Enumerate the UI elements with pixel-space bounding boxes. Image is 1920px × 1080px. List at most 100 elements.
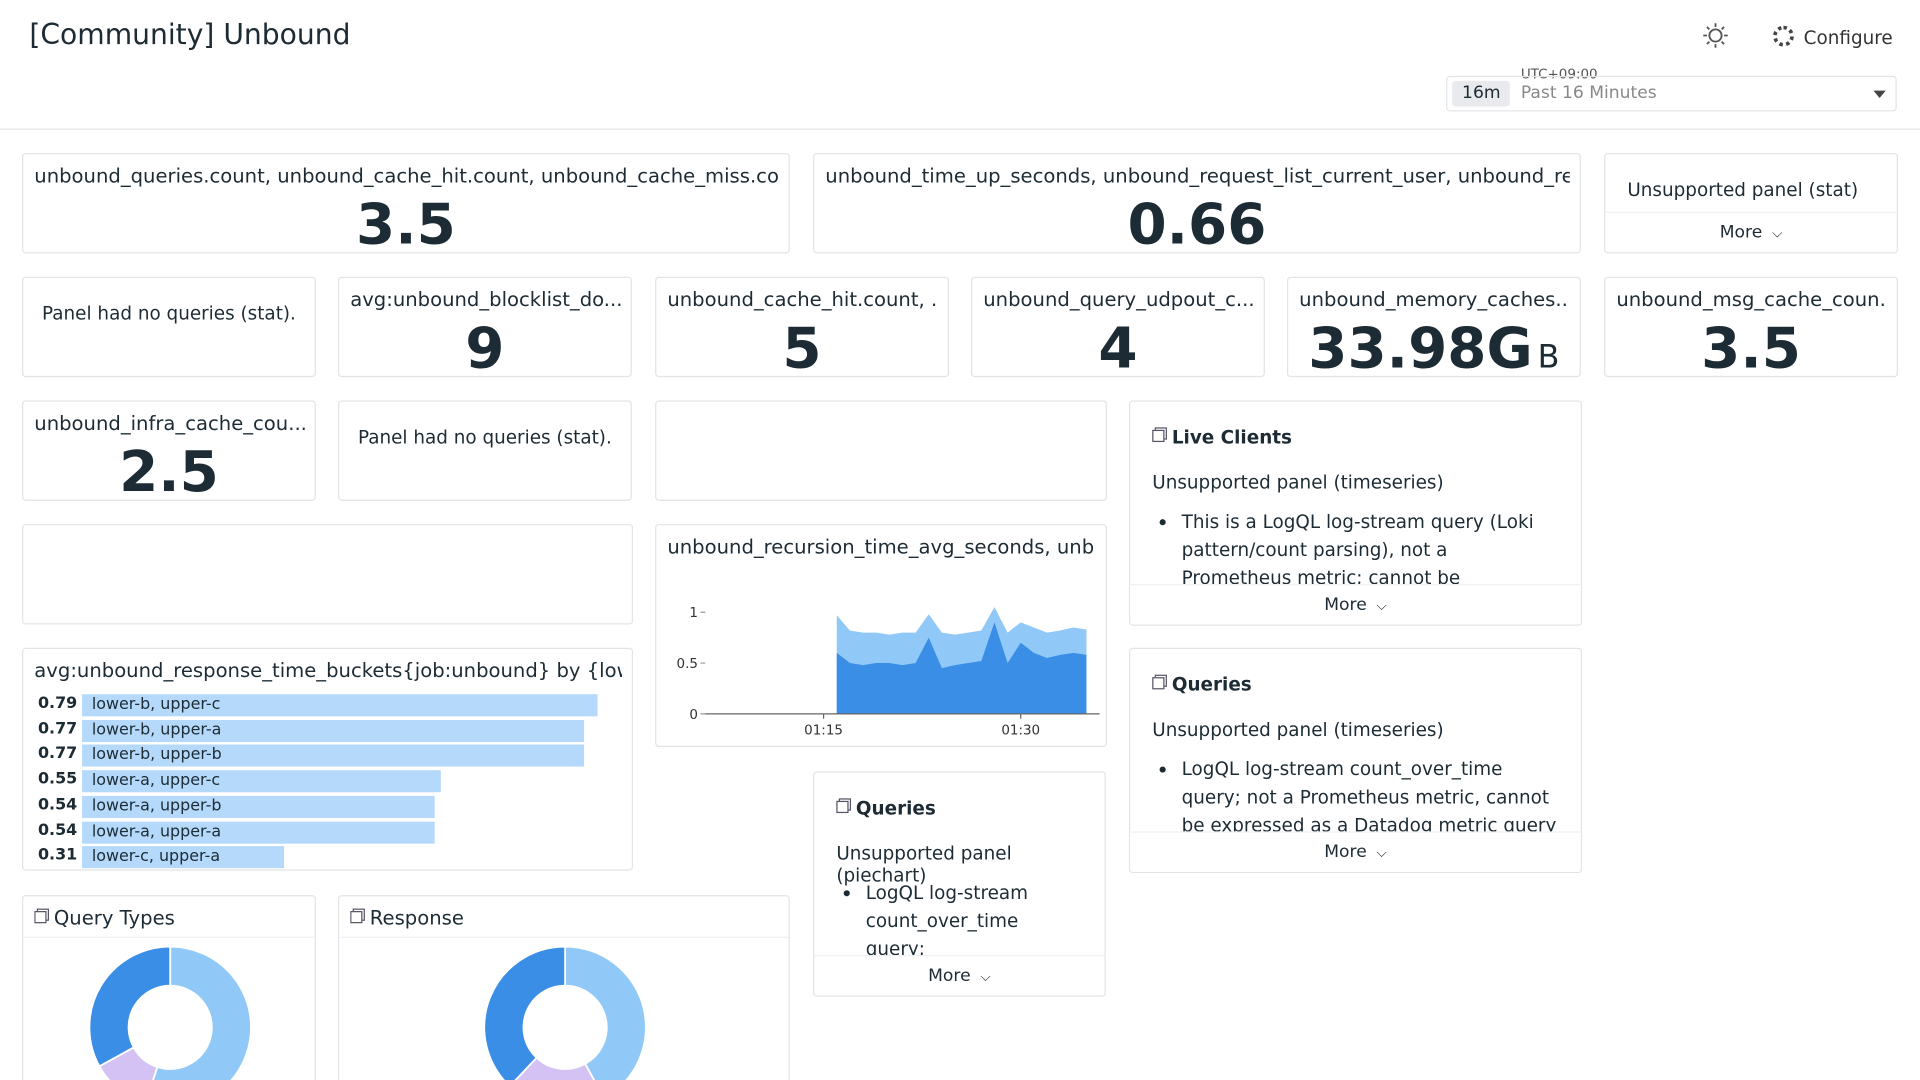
stat-value: 9 (339, 315, 630, 376)
header: [Community] Unbound Configure UTC+09:00 … (0, 0, 1920, 130)
bar-label: lower-a, upper-c (91, 771, 221, 790)
divider (339, 936, 789, 938)
panel-title: unbound_query_udpout_c... (983, 287, 1254, 312)
stat-number: 3.5 (1701, 314, 1801, 378)
stat-value: 3.5 (1605, 314, 1896, 378)
panel-title-text: Queries (855, 797, 936, 820)
pie-chart (88, 945, 252, 1080)
bar-value: 0.31 (37, 846, 78, 865)
panel: unbound_recursion_time_avg_seconds, unb.… (655, 524, 1107, 747)
panel: Panel had no queries (stat). (337, 400, 632, 501)
configure-button[interactable]: Configure (1773, 25, 1893, 49)
panel-title-text: Live Clients (1171, 426, 1292, 449)
bar-value: 0.54 (37, 795, 78, 815)
panel: unbound_memory_caches... 33.98G B (1286, 276, 1581, 378)
y-tick-label: 0 (689, 708, 698, 723)
panel (22, 524, 634, 625)
more-label: More (928, 966, 971, 986)
more-label: More (1324, 842, 1367, 863)
stat-value: 3.5 (23, 191, 788, 254)
bar-value: 0.77 (37, 719, 78, 738)
bar (82, 846, 285, 869)
panel-title: Queries (1152, 673, 1252, 696)
panel: avg:unbound_response_time_buckets{job:un… (22, 647, 634, 871)
timeseries-chart: 0 0.5 1 01:15 01:30 (677, 606, 1100, 739)
pie-slice (514, 1056, 596, 1080)
pie-slice (88, 945, 172, 1068)
bar-label: lower-c, upper-a (91, 847, 221, 866)
panel-title: unbound_queries.count, unbound_cache_hit… (34, 164, 779, 188)
panel-title: avg:unbound_response_time_buckets{job:un… (34, 658, 623, 683)
panel-subtitle: Unsupported panel (timeseries) (1152, 471, 1444, 494)
panel: Query Types (22, 895, 316, 1080)
stat-number: 2.5 (119, 438, 219, 501)
bar (82, 770, 441, 793)
timezone: UTC+09:00 (1520, 66, 1598, 83)
pie-slice (152, 945, 252, 1080)
bar-label: lower-b, upper-a (91, 720, 222, 740)
bar-label: lower-b, upper-c (91, 695, 221, 714)
bar-label: lower-a, upper-b (91, 796, 222, 816)
stat-value: 33.98G B (1288, 315, 1579, 376)
bar-value: 0.55 (37, 770, 78, 789)
panel-title: unbound_memory_caches... (1299, 287, 1570, 312)
stat-unit: B (1537, 339, 1560, 376)
panel: unbound_infra_cache_cou... 2.5 (22, 400, 316, 501)
panel-note: Panel had no queries (stat). (357, 426, 612, 449)
bar (82, 719, 585, 742)
panel: unbound_queries.count, unbound_cache_hit… (22, 153, 790, 254)
range-chip: 16m (1452, 80, 1511, 107)
panel-note: Unsupported panel (stat) (1627, 178, 1859, 201)
bar (82, 821, 435, 844)
x-tick-label: 01:15 (804, 724, 843, 739)
dropdown-arrow (1873, 90, 1886, 98)
panel-bullet: LogQL log-stream count_over_time query; … (1159, 756, 1556, 840)
x-tick-label: 01:30 (1001, 724, 1040, 739)
pie-slice (564, 945, 647, 1080)
theme-toggle[interactable] (1701, 21, 1730, 50)
divider (23, 936, 315, 938)
panel: unbound_cache_hit.count, ... 5 (655, 276, 949, 378)
y-tick-label: 1 (689, 606, 698, 621)
y-tick-label: 0.5 (677, 657, 698, 672)
panel-title: Response (350, 906, 779, 929)
panel (655, 400, 1107, 501)
gear-icon (1773, 25, 1794, 47)
panel-title: Query Types (34, 906, 305, 929)
bar-label: lower-b, upper-b (91, 746, 222, 765)
time-picker[interactable]: 16m Past 16 Minutes (1446, 75, 1897, 112)
stat-number: 0.66 (1127, 191, 1267, 254)
range-label: Past 16 Minutes (1520, 83, 1657, 103)
chevron: ⌵ (1772, 225, 1783, 242)
panel-title-text: Queries (1171, 673, 1252, 696)
more-button[interactable]: More ⌵ (1130, 831, 1581, 872)
area (836, 622, 1087, 714)
stat-number: 3.5 (356, 191, 456, 254)
stat-number: 4 (1098, 314, 1138, 378)
panel: unbound_time_up_seconds, unbound_request… (813, 153, 1581, 254)
panel-title: avg:unbound_blocklist_do... (350, 287, 621, 312)
more-button[interactable]: More ⌵ (1605, 211, 1897, 253)
pie-slice (483, 945, 567, 1080)
bar (82, 694, 598, 717)
more-label: More (1324, 595, 1367, 615)
panel: Live Clients Unsupported panel (timeserie… (1128, 400, 1583, 626)
panel: Response (337, 895, 790, 1080)
panel-icon (836, 800, 849, 814)
panel-icon (350, 911, 363, 924)
panel: avg:unbound_blocklist_do... 9 (337, 276, 632, 378)
panel: Queries Unsupported panel (timeseries) Log… (1128, 647, 1583, 874)
more-button[interactable]: More ⌵ (814, 955, 1105, 996)
panel-icon (34, 911, 47, 924)
panel-subtitle: Unsupported panel (timeseries) (1152, 718, 1444, 741)
panel-title-text: Query Types (53, 906, 175, 930)
panel: Queries Unsupported panel (piechart) LogQL… (813, 771, 1106, 997)
panel-icon (1152, 677, 1165, 690)
more-label: More (1719, 222, 1763, 243)
panel-title: unbound_recursion_time_avg_seconds, unb.… (667, 535, 1096, 559)
stat-value: 2.5 (23, 438, 314, 501)
more-button[interactable]: More ⌵ (1130, 584, 1581, 625)
bar (82, 744, 585, 768)
panel-title: unbound_cache_hit.count, ... (667, 287, 938, 312)
bar-value: 0.79 (37, 694, 78, 713)
